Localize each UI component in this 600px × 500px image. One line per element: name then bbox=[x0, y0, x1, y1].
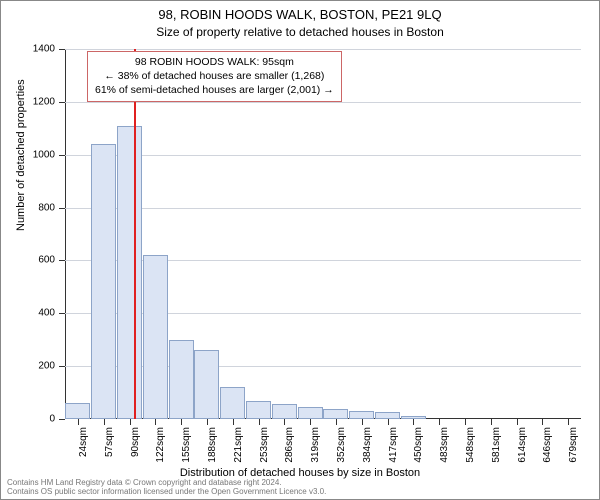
x-tick bbox=[336, 419, 337, 425]
x-tick-label: 581sqm bbox=[491, 427, 502, 463]
plot-area: 020040060080010001200140024sqm57sqm90sqm… bbox=[65, 49, 581, 419]
y-tick bbox=[59, 419, 65, 420]
x-tick-label: 548sqm bbox=[465, 427, 476, 463]
histogram-bar bbox=[323, 409, 348, 419]
y-tick-label: 200 bbox=[38, 361, 55, 372]
annotation-line1: 98 ROBIN HOODS WALK: 95sqm bbox=[95, 55, 334, 69]
x-tick-label: 319sqm bbox=[310, 427, 321, 463]
x-tick-label: 417sqm bbox=[388, 427, 399, 463]
x-tick bbox=[78, 419, 79, 425]
x-tick bbox=[104, 419, 105, 425]
x-tick-label: 384sqm bbox=[362, 427, 373, 463]
y-tick bbox=[59, 49, 65, 50]
annotation-line3: 61% of semi-detached houses are larger (… bbox=[95, 83, 334, 97]
x-tick bbox=[207, 419, 208, 425]
x-tick bbox=[491, 419, 492, 425]
y-tick bbox=[59, 155, 65, 156]
x-tick bbox=[259, 419, 260, 425]
x-tick bbox=[517, 419, 518, 425]
y-tick bbox=[59, 208, 65, 209]
histogram-bar bbox=[194, 350, 219, 419]
x-tick bbox=[233, 419, 234, 425]
annotation-line2: ← 38% of detached houses are smaller (1,… bbox=[95, 69, 334, 83]
y-axis-title: Number of detached properties bbox=[15, 79, 27, 231]
x-tick-label: 57sqm bbox=[104, 427, 115, 457]
x-tick bbox=[155, 419, 156, 425]
x-tick-label: 614sqm bbox=[517, 427, 528, 463]
x-tick-label: 450sqm bbox=[413, 427, 424, 463]
x-tick bbox=[542, 419, 543, 425]
x-tick-label: 646sqm bbox=[542, 427, 553, 463]
histogram-bar bbox=[246, 401, 271, 420]
property-marker-line bbox=[134, 49, 136, 419]
histogram-bar bbox=[220, 387, 245, 419]
histogram-bar bbox=[375, 412, 400, 419]
x-tick-label: 188sqm bbox=[207, 427, 218, 463]
histogram-bar bbox=[91, 144, 116, 419]
y-tick-label: 400 bbox=[38, 308, 55, 319]
x-tick-label: 253sqm bbox=[259, 427, 270, 463]
histogram-bar bbox=[272, 404, 297, 419]
y-tick-label: 1400 bbox=[33, 44, 55, 55]
histogram-bar bbox=[349, 411, 374, 419]
x-tick bbox=[388, 419, 389, 425]
footer-attribution: Contains HM Land Registry data © Crown c… bbox=[7, 478, 326, 497]
y-tick bbox=[59, 366, 65, 367]
x-tick bbox=[465, 419, 466, 425]
y-tick bbox=[59, 102, 65, 103]
y-tick-label: 0 bbox=[49, 414, 55, 425]
histogram-bar bbox=[143, 255, 168, 419]
footer-line1: Contains HM Land Registry data © Crown c… bbox=[7, 478, 326, 488]
x-tick-label: 122sqm bbox=[155, 427, 166, 463]
chart-container: 98, ROBIN HOODS WALK, BOSTON, PE21 9LQ S… bbox=[0, 0, 600, 500]
x-tick bbox=[568, 419, 569, 425]
grid-line bbox=[65, 49, 581, 50]
x-tick-label: 679sqm bbox=[568, 427, 579, 463]
histogram-bar bbox=[117, 126, 142, 419]
x-tick bbox=[439, 419, 440, 425]
histogram-bar bbox=[65, 403, 90, 419]
y-tick-label: 1000 bbox=[33, 149, 55, 160]
x-tick bbox=[130, 419, 131, 425]
x-tick-label: 155sqm bbox=[181, 427, 192, 463]
x-tick-label: 90sqm bbox=[130, 427, 141, 457]
footer-line2: Contains OS public sector information li… bbox=[7, 487, 326, 497]
y-tick bbox=[59, 313, 65, 314]
chart-title-main: 98, ROBIN HOODS WALK, BOSTON, PE21 9LQ bbox=[1, 7, 599, 22]
x-tick-label: 221sqm bbox=[233, 427, 244, 463]
y-tick-label: 1200 bbox=[33, 96, 55, 107]
annotation-box: 98 ROBIN HOODS WALK: 95sqm ← 38% of deta… bbox=[87, 51, 342, 102]
y-axis-line bbox=[65, 49, 66, 419]
histogram-bar bbox=[169, 340, 194, 419]
chart-title-sub: Size of property relative to detached ho… bbox=[1, 25, 599, 39]
x-tick bbox=[310, 419, 311, 425]
x-tick bbox=[181, 419, 182, 425]
y-tick-label: 600 bbox=[38, 255, 55, 266]
x-tick-label: 286sqm bbox=[284, 427, 295, 463]
x-tick-label: 483sqm bbox=[439, 427, 450, 463]
grid-line bbox=[65, 155, 581, 156]
y-tick-label: 800 bbox=[38, 202, 55, 213]
grid-line bbox=[65, 102, 581, 103]
x-tick bbox=[284, 419, 285, 425]
histogram-bar bbox=[298, 407, 323, 419]
x-tick-label: 24sqm bbox=[78, 427, 89, 457]
x-tick-label: 352sqm bbox=[336, 427, 347, 463]
x-tick bbox=[413, 419, 414, 425]
x-tick bbox=[362, 419, 363, 425]
y-tick bbox=[59, 260, 65, 261]
grid-line bbox=[65, 208, 581, 209]
